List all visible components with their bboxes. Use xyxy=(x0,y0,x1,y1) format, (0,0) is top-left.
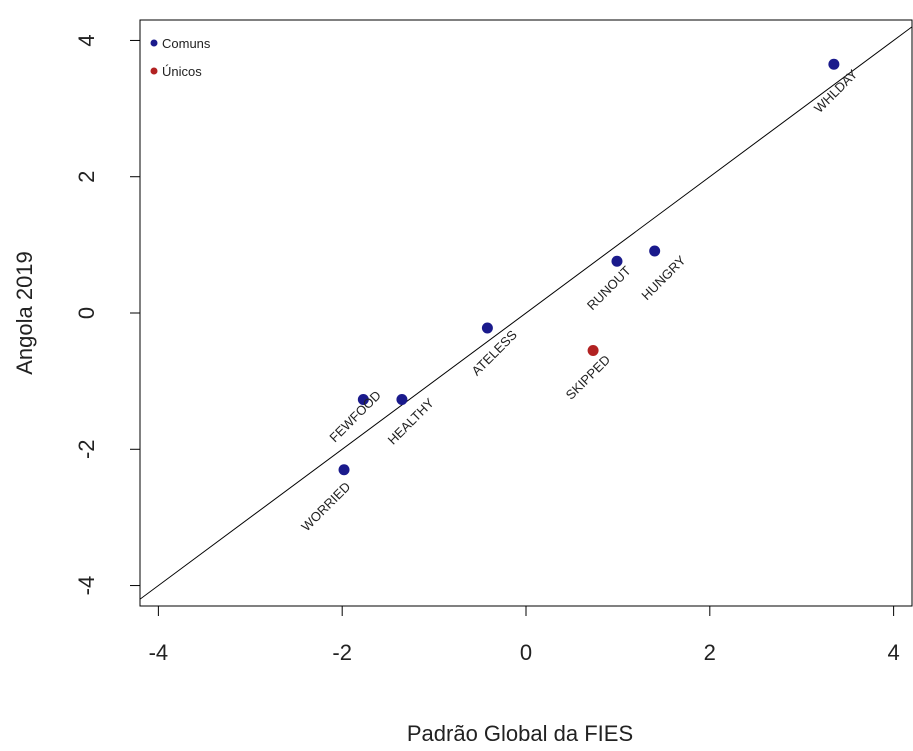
y-tick-label: 0 xyxy=(74,307,99,319)
data-point-skipped xyxy=(587,344,599,356)
data-point-ateless xyxy=(481,322,493,334)
y-tick-label: 2 xyxy=(74,171,99,183)
data-point-runout xyxy=(611,255,623,267)
x-tick-label: 4 xyxy=(887,640,899,665)
data-point-worried xyxy=(338,464,350,476)
y-tick-label: 4 xyxy=(74,34,99,46)
legend-marker xyxy=(150,39,158,47)
data-point-whlday xyxy=(828,58,840,70)
y-tick-label: -2 xyxy=(74,439,99,459)
x-tick-label: 0 xyxy=(520,640,532,665)
data-point-hungry xyxy=(649,245,661,257)
identity-line xyxy=(140,26,912,600)
x-tick-label: -2 xyxy=(332,640,352,665)
x-tick-label: -4 xyxy=(149,640,169,665)
legend-label: Comuns xyxy=(162,36,211,51)
x-tick-label: 2 xyxy=(704,640,716,665)
x-axis-title: Padrão Global da FIES xyxy=(407,721,633,746)
legend-marker xyxy=(150,67,158,75)
data-point-healthy xyxy=(396,394,408,406)
y-tick-label: -4 xyxy=(74,576,99,596)
y-axis-title: Angola 2019 xyxy=(12,251,37,375)
data-point-fewfood xyxy=(357,394,369,406)
legend-label: Únicos xyxy=(162,64,202,79)
